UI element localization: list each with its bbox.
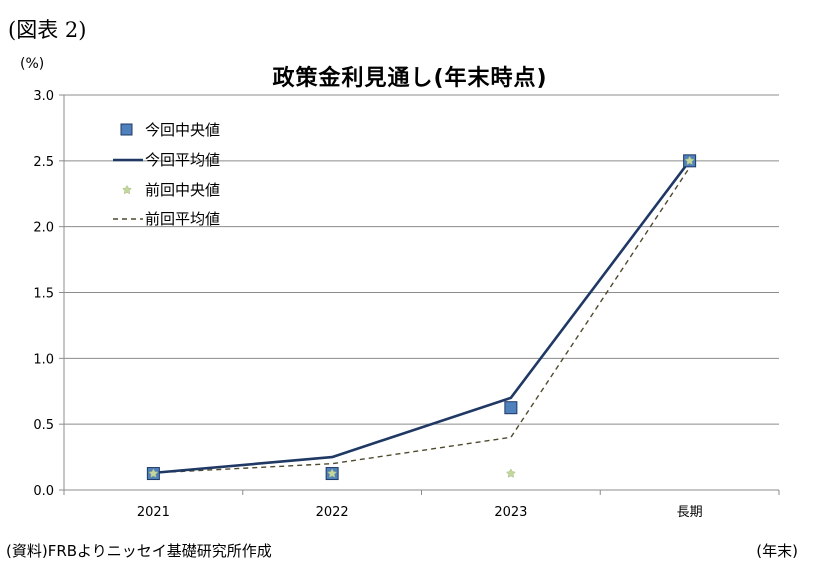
y-tick-label: 0.0 — [33, 484, 54, 499]
axes — [59, 94, 780, 495]
x-tick-label: 長期 — [677, 505, 703, 520]
y-tick-label: 1.5 — [33, 287, 54, 302]
legend-label: 今回平均値 — [145, 151, 220, 169]
legend-swatch-current-median — [120, 123, 133, 136]
y-tick-label: 1.0 — [33, 352, 54, 367]
marker-previous-median — [148, 468, 159, 478]
figure-label: (図表 2) — [8, 18, 87, 42]
marker-previous-median — [505, 468, 516, 478]
legend-label: 前回平均値 — [145, 210, 220, 228]
chart-title: 政策金利見通し(年末時点) — [272, 66, 548, 91]
legend-label: 前回中央値 — [145, 181, 220, 199]
y-tick-label: 0.5 — [33, 418, 54, 433]
y-tick-label: 3.0 — [33, 89, 54, 104]
series-layer — [146, 154, 697, 481]
x-tick-label: 2023 — [494, 505, 527, 520]
x-axis-unit: (年末) — [756, 542, 798, 560]
x-tick-labels: 2021 2022 2023 長期 — [137, 505, 703, 520]
y-tick-labels: 0.0 0.5 1.0 1.5 2.0 2.5 3.0 — [33, 89, 54, 499]
y-tick-label: 2.0 — [33, 221, 54, 236]
marker-previous-median — [327, 468, 338, 478]
marker-previous-median — [684, 155, 695, 165]
legend-swatch-previous-median — [122, 184, 132, 195]
x-tick-label: 2022 — [316, 505, 349, 520]
y-axis-unit: (%) — [20, 56, 45, 72]
y-tick-label: 2.5 — [33, 155, 54, 170]
legend-label: 今回中央値 — [145, 121, 220, 139]
series-line-current-mean — [153, 160, 691, 475]
source-note: (資料)FRBよりニッセイ基礎研究所作成 — [6, 542, 272, 560]
marker-current-median — [504, 401, 518, 415]
x-tick-label: 2021 — [137, 505, 170, 520]
